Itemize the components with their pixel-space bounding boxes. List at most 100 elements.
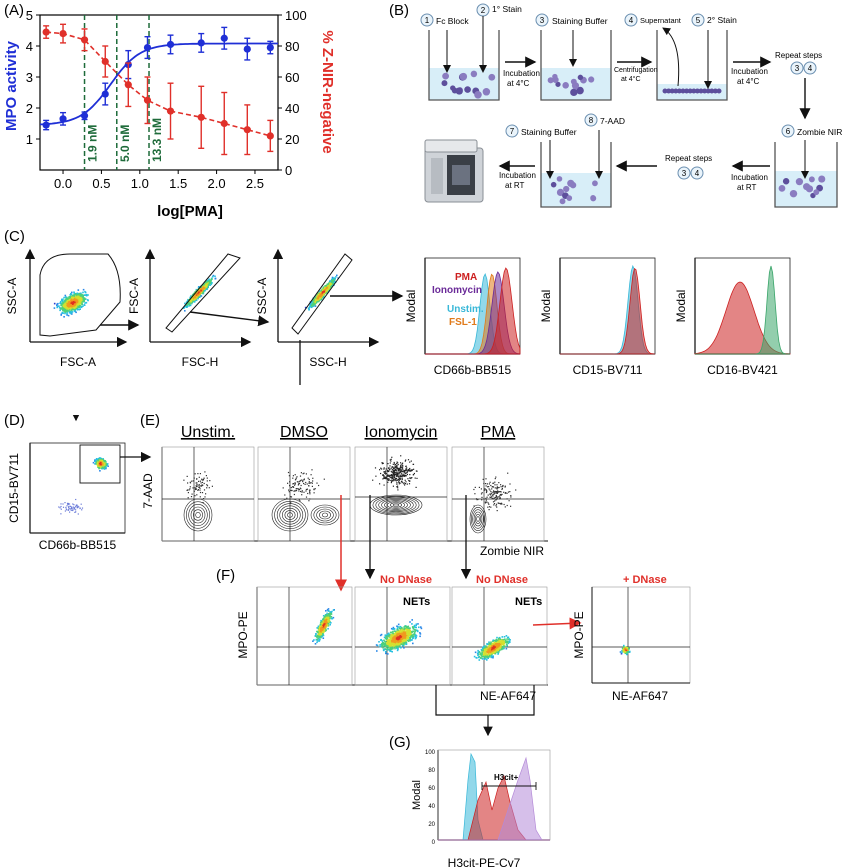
event	[195, 485, 197, 487]
event	[75, 511, 77, 513]
event	[390, 647, 392, 650]
event	[293, 483, 295, 485]
arrow-label: Centrifugation	[614, 67, 658, 74]
cell	[782, 178, 790, 185]
event	[404, 625, 406, 627]
event	[400, 472, 402, 474]
event	[408, 639, 411, 642]
event	[189, 488, 191, 490]
event	[311, 304, 314, 307]
x-tick-label: 1.5	[169, 176, 187, 191]
cell	[570, 88, 578, 97]
event	[317, 633, 320, 636]
event	[404, 484, 406, 486]
event	[502, 485, 504, 487]
event	[406, 635, 408, 638]
event	[209, 284, 212, 286]
event	[191, 297, 193, 300]
event	[411, 636, 413, 638]
event	[397, 637, 399, 640]
contour-line	[316, 508, 334, 522]
event	[60, 505, 62, 508]
pellet-cell	[698, 88, 704, 94]
event	[391, 466, 393, 468]
event	[390, 467, 392, 469]
event	[189, 481, 191, 483]
event	[504, 506, 506, 508]
pellet-cell	[662, 88, 668, 94]
event	[394, 477, 396, 479]
event	[474, 493, 476, 495]
cell	[547, 77, 554, 84]
event	[495, 503, 498, 505]
event	[397, 479, 399, 481]
event	[390, 650, 392, 652]
event	[60, 513, 62, 515]
event	[395, 646, 398, 649]
event	[390, 458, 392, 460]
event	[386, 634, 389, 637]
event	[493, 493, 495, 495]
event	[197, 473, 199, 475]
event	[325, 287, 328, 290]
event	[77, 294, 79, 296]
event	[183, 479, 185, 481]
event	[74, 506, 77, 508]
event	[385, 470, 387, 472]
event	[405, 633, 407, 636]
event	[387, 639, 389, 641]
event	[66, 300, 69, 302]
event	[317, 631, 319, 634]
event	[332, 609, 335, 611]
cell	[567, 179, 575, 187]
cell	[474, 91, 482, 99]
singlet2-gate	[291, 253, 353, 335]
event	[323, 623, 325, 626]
event	[496, 506, 498, 508]
event	[326, 290, 328, 292]
gate-arrow	[189, 311, 270, 327]
event	[297, 488, 299, 490]
event	[393, 471, 395, 473]
event	[290, 489, 292, 491]
cell	[795, 178, 804, 186]
event	[396, 637, 398, 639]
event	[381, 643, 384, 645]
chart-frame	[39, 14, 279, 171]
event	[208, 284, 210, 286]
event	[80, 293, 83, 296]
event	[387, 634, 390, 636]
event	[64, 296, 67, 298]
event	[191, 302, 193, 305]
event	[202, 286, 205, 288]
event	[102, 464, 104, 466]
y-right-tick-label: 20	[285, 132, 299, 147]
event	[73, 298, 76, 300]
event	[187, 489, 189, 491]
event	[190, 300, 193, 303]
event	[199, 291, 201, 294]
event	[80, 292, 82, 295]
event	[396, 463, 398, 465]
event	[390, 479, 392, 482]
event	[318, 299, 321, 302]
event	[323, 478, 325, 480]
event	[193, 477, 195, 479]
event	[501, 487, 503, 489]
event	[84, 297, 86, 300]
event	[490, 494, 492, 496]
event	[396, 625, 398, 627]
event	[65, 306, 67, 308]
event	[302, 481, 304, 483]
event	[390, 477, 392, 479]
event	[497, 490, 499, 492]
event	[98, 457, 101, 459]
event	[53, 302, 56, 305]
axis-title-y: Modal	[404, 290, 418, 323]
event	[68, 296, 70, 298]
step-number: 3	[682, 169, 687, 178]
event	[399, 467, 401, 470]
event	[84, 291, 87, 294]
event	[102, 467, 105, 469]
mpo-fit-curve	[39, 42, 278, 126]
